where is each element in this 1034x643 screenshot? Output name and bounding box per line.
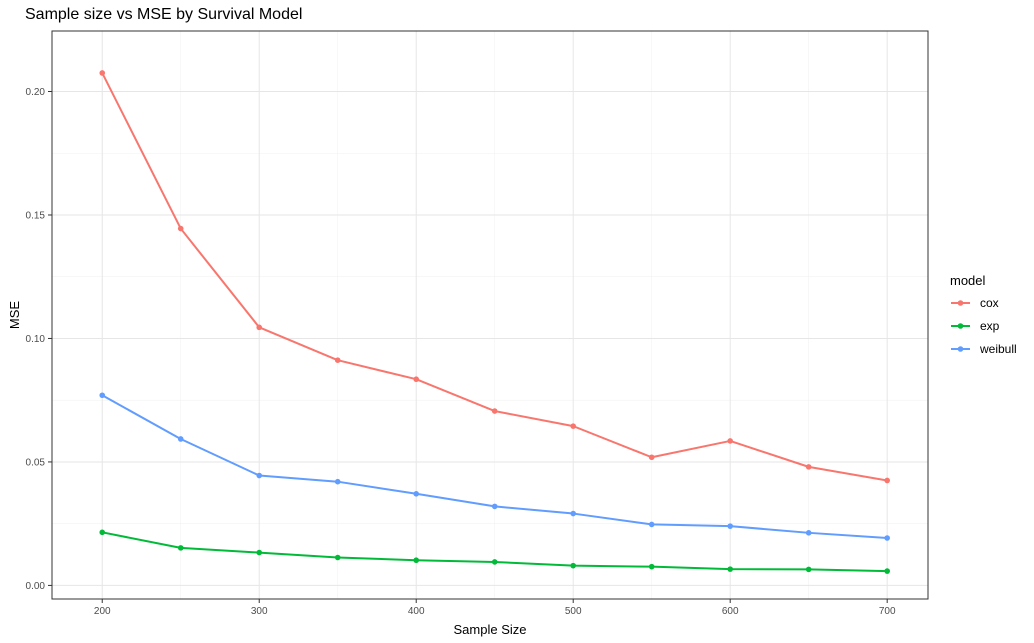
major-gridlines [52, 31, 928, 599]
data-point-weibull [805, 530, 812, 536]
data-point-exp [884, 568, 890, 574]
legend: model cox exp weibull [950, 273, 1017, 356]
data-point-exp [256, 549, 263, 556]
data-point-exp [805, 566, 812, 573]
data-point-weibull [334, 478, 341, 485]
data-point-exp [648, 563, 655, 570]
data-point-cox [727, 438, 733, 444]
x-tick-label: 200 [94, 606, 111, 617]
data-point-exp [334, 554, 341, 561]
data-point-exp [570, 562, 577, 569]
x-tick-label: 300 [251, 606, 268, 617]
data-point-weibull [491, 503, 498, 510]
data-point-exp [99, 529, 106, 536]
data-point-cox [256, 324, 263, 331]
series-layer [99, 70, 890, 574]
data-point-exp [413, 557, 420, 564]
data-point-weibull [99, 392, 106, 399]
legend-label-cox: cox [980, 296, 999, 310]
legend-label-weibull: weibull [979, 342, 1017, 356]
data-point-cox [334, 357, 341, 363]
y-axis-title: MSE [7, 301, 22, 330]
y-axis: 0.00 0.05 0.10 0.15 0.20 [26, 87, 52, 592]
legend-title: model [950, 273, 986, 288]
data-point-weibull [177, 436, 184, 442]
x-tick-label: 500 [565, 606, 582, 617]
legend-key-point-cox [957, 300, 964, 306]
data-point-weibull [648, 521, 655, 528]
data-point-exp [727, 566, 733, 572]
data-point-weibull [884, 535, 890, 541]
data-point-cox [99, 70, 106, 76]
data-point-exp [491, 559, 498, 565]
data-point-weibull [570, 510, 577, 517]
y-tick-label: 0.10 [26, 334, 46, 345]
y-tick-label: 0.00 [26, 581, 46, 592]
x-tick-label: 600 [722, 606, 739, 617]
y-tick-label: 0.15 [26, 210, 46, 221]
data-point-cox [491, 408, 498, 414]
y-tick-label: 0.05 [26, 457, 46, 468]
data-point-cox [805, 464, 812, 470]
data-point-weibull [413, 490, 420, 497]
legend-label-exp: exp [980, 319, 1000, 333]
minor-gridlines [52, 31, 928, 599]
data-point-cox [570, 423, 577, 429]
x-axis: 200 300 400 500 600 700 [94, 599, 896, 617]
x-tick-label: 700 [879, 606, 896, 617]
plot-panel-border [51, 30, 929, 600]
data-point-cox [413, 376, 420, 383]
data-point-exp [177, 545, 184, 551]
legend-key-point-exp [957, 323, 964, 329]
chart-title: Sample size vs MSE by Survival Model [25, 6, 303, 23]
legend-key-point-weibull [957, 346, 964, 352]
data-point-weibull [727, 523, 733, 529]
y-tick-label: 0.20 [26, 87, 46, 98]
x-axis-title: Sample Size [454, 622, 527, 637]
x-tick-label: 400 [408, 606, 425, 617]
data-point-cox [177, 225, 184, 232]
data-point-cox [884, 477, 890, 484]
data-point-cox [648, 454, 655, 461]
data-point-weibull [256, 472, 263, 479]
